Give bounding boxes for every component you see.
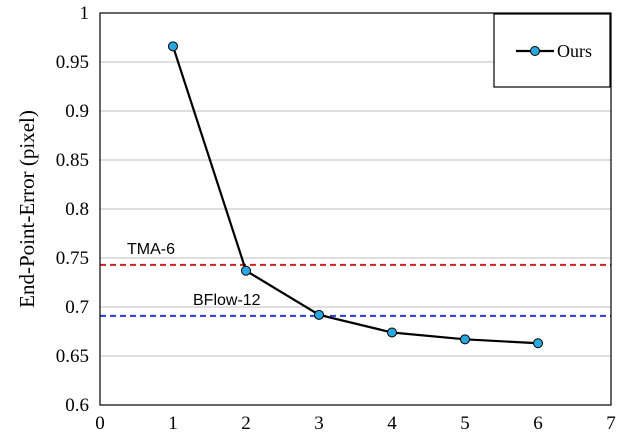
x-tick-label: 7 (606, 413, 616, 434)
y-tick-label: 0.75 (56, 248, 89, 269)
x-tick-label: 1 (168, 413, 178, 434)
x-tick-label: 3 (314, 413, 324, 434)
x-tick-label: 2 (241, 413, 251, 434)
x-tick-labels: 0 1 2 3 4 5 6 7 (95, 413, 616, 434)
x-tick-label: 5 (460, 413, 470, 434)
data-point (387, 327, 397, 338)
legend-label-ours: Ours (557, 41, 592, 61)
plot-frame (99, 12, 612, 406)
y-tick-label: 0.95 (56, 52, 89, 73)
reference-lines: TMA-6 BFlow-12 (100, 241, 611, 317)
data-point (241, 265, 251, 276)
grid-lines (100, 61, 611, 357)
data-point (314, 309, 324, 320)
y-tick-label: 0.85 (56, 150, 89, 171)
y-tick-label: 0.65 (56, 346, 89, 367)
data-point (168, 41, 178, 52)
reference-line-label: BFlow-12 (193, 292, 261, 309)
series-layer (168, 41, 543, 349)
y-tick-label: 1 (80, 3, 90, 24)
y-tick-label: 0.8 (65, 199, 89, 220)
x-tick-label: 0 (95, 413, 105, 434)
y-tick-label: 0.6 (65, 395, 89, 416)
y-tick-label: 0.7 (65, 297, 89, 318)
y-axis-title: End-Point-Error (pixel) (15, 110, 39, 308)
series-line (171, 45, 539, 345)
legend-marker (530, 46, 540, 56)
x-tick-label: 6 (533, 413, 543, 434)
y-tick-labels: 0.6 0.65 0.7 0.75 0.8 0.85 0.9 0.95 1 (56, 3, 89, 416)
data-point (460, 334, 470, 345)
y-tick-label: 0.9 (65, 101, 89, 122)
data-point (533, 338, 543, 349)
reference-line-label: TMA-6 (127, 241, 175, 258)
x-tick-label: 4 (387, 413, 397, 434)
legend: Ours (493, 13, 611, 88)
